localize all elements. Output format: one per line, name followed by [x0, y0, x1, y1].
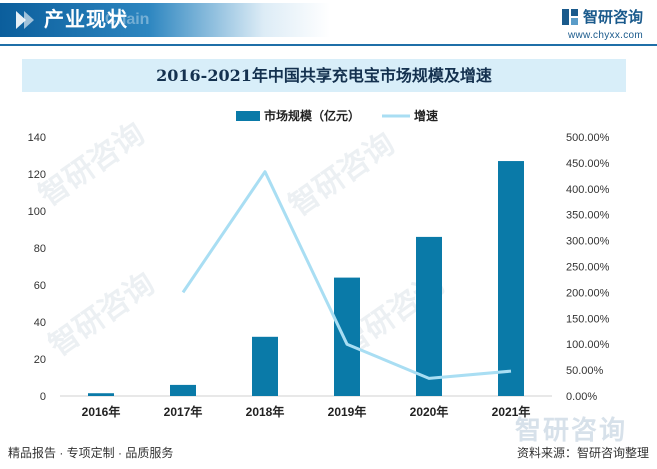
brand-logo-icon [561, 8, 578, 25]
x-axis-tick-label: 2018年 [246, 404, 285, 419]
bar [498, 161, 524, 396]
left-axis-tick-label: 20 [34, 354, 46, 366]
left-axis-tick-label: 100 [28, 206, 46, 218]
growth-line [181, 170, 512, 380]
chart-title: 2016-2021年中国共享充电宝市场规模及增速 [156, 66, 492, 85]
left-axis-tick-label: 0 [40, 391, 46, 403]
right-axis-tick-label: 400.00% [566, 184, 610, 196]
right-axis-tick-label: 450.00% [566, 158, 610, 170]
left-axis-tick-label: 140 [28, 132, 46, 144]
header-rule [0, 44, 657, 46]
bar [170, 384, 196, 396]
right-axis-tick-label: 500.00% [566, 132, 610, 144]
footer-tagline: 精品报告 · 专项定制 · 品质服务 [8, 446, 174, 460]
right-axis-tick-label: 100.00% [566, 339, 610, 351]
right-axis-tick-label: 150.00% [566, 313, 610, 325]
section-title: 产业现状 [44, 9, 128, 31]
section-subtitle-en: Chain [105, 11, 150, 28]
bar [88, 393, 114, 396]
header-bullet-icon [16, 11, 34, 29]
x-axis-tick-label: 2019年 [328, 404, 367, 419]
chart-title-band [22, 59, 626, 92]
legend-label-bar: 市场规模（亿元） [264, 108, 360, 123]
right-axis-tick-label: 250.00% [566, 262, 610, 274]
right-axis-tick-label: 50.00% [566, 365, 604, 377]
left-axis-tick-label: 40 [34, 317, 46, 329]
left-axis-tick-label: 60 [34, 280, 46, 292]
right-axis-tick-label: 200.00% [566, 287, 610, 299]
left-axis-tick-label: 120 [28, 169, 46, 181]
x-axis-tick-label: 2020年 [410, 404, 449, 419]
header-band [0, 3, 330, 37]
bar [416, 236, 442, 396]
left-axis-tick-label: 80 [34, 243, 46, 255]
brand-block: 智研咨询 www.chyxx.com [561, 6, 643, 41]
x-axis-tick-label: 2017年 [164, 404, 203, 419]
footer-logo: 智研咨询 [514, 415, 627, 445]
footer-source: 资料来源：智研咨询整理 [516, 446, 649, 460]
right-axis-tick-label: 350.00% [566, 210, 610, 222]
chart: 0 20 40 60 80 100 120 140 0.00% 50.00% 100.00% 150.… [28, 108, 610, 419]
x-axis-tick-label: 2021年 [492, 404, 531, 419]
x-axis-tick-label: 2016年 [82, 404, 121, 419]
bar [334, 277, 360, 396]
legend-swatch-bar [236, 111, 260, 121]
legend-label-line: 增速 [414, 108, 438, 123]
right-axis-tick-label: 300.00% [566, 236, 610, 248]
brand-name: 智研咨询 [582, 9, 643, 26]
right-axis-tick-label: 0.00% [566, 391, 597, 403]
bar [252, 336, 278, 396]
brand-url: www.chyxx.com [567, 30, 643, 41]
